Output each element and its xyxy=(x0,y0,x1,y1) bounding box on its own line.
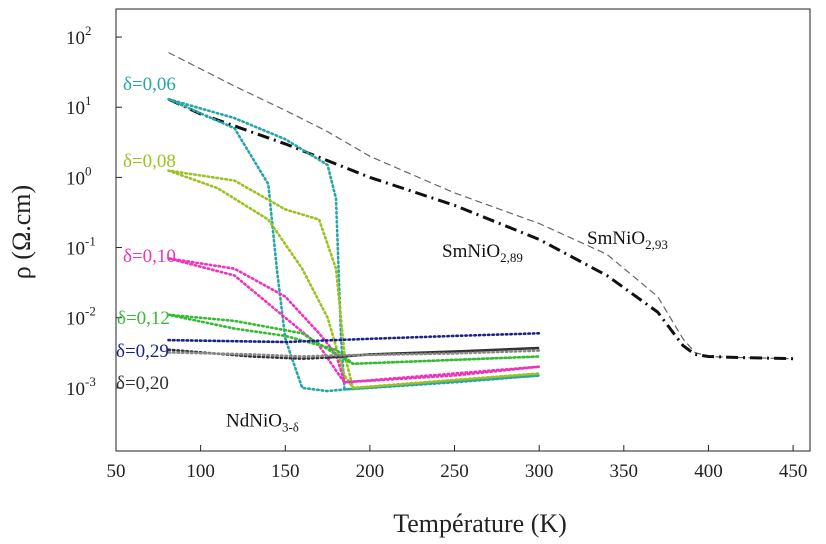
series-line-0 xyxy=(168,52,794,360)
series-label-4: δ=0,10 xyxy=(123,246,176,267)
x-tick-label: 50 xyxy=(107,461,126,482)
series-line-1 xyxy=(167,97,794,361)
y-tick-label: 10-1 xyxy=(66,234,96,260)
series-label-7: δ=0,20 xyxy=(116,373,169,394)
x-tick-label: 300 xyxy=(525,461,554,482)
series-line-5 xyxy=(167,313,541,366)
series-layer xyxy=(167,52,794,393)
ticks: 50 100 150 200 250 300 350 400 450 102 101 100 10-1 1… xyxy=(66,23,807,482)
y-tick-label: 102 xyxy=(66,23,92,49)
x-tick-label: 350 xyxy=(610,461,639,482)
x-tick-label: 250 xyxy=(440,461,469,482)
series-label-6: δ=0,29 xyxy=(116,341,169,362)
x-tick-label: 450 xyxy=(779,461,808,482)
y-axis-title: ρ (Ω.cm) xyxy=(7,185,36,279)
y-tick-label: 101 xyxy=(66,93,92,119)
plot-frame xyxy=(115,8,811,452)
series-label-1: SmNiO2,89 xyxy=(442,241,523,265)
series-label-2: δ=0,06 xyxy=(123,74,176,95)
series-line-6 xyxy=(167,332,541,344)
annotation-0: NdNiO3-δ xyxy=(226,410,299,434)
series-label-5: δ=0,12 xyxy=(117,308,170,329)
y-tick-label: 10-3 xyxy=(66,374,96,400)
series-label-3: δ=0,08 xyxy=(123,151,176,172)
x-tick-label: 100 xyxy=(186,461,215,482)
x-tick-label: 400 xyxy=(694,461,723,482)
y-tick-label: 100 xyxy=(66,163,92,189)
series-line-3 xyxy=(167,169,541,390)
x-tick-label: 150 xyxy=(271,461,300,482)
series-line-2 xyxy=(167,97,541,393)
x-axis-title: Température (K) xyxy=(393,509,567,538)
series-label-0: SmNiO2,93 xyxy=(587,228,668,252)
labels-layer: SmNiO2,93 SmNiO2,89 δ=0,06 δ=0,08 δ=0,10 δ=0,… xyxy=(116,74,668,434)
y-tick-label: 10-2 xyxy=(66,304,96,330)
series-line-9 xyxy=(167,349,541,358)
series-line-4 xyxy=(167,257,541,384)
x-tick-label: 200 xyxy=(356,461,385,482)
